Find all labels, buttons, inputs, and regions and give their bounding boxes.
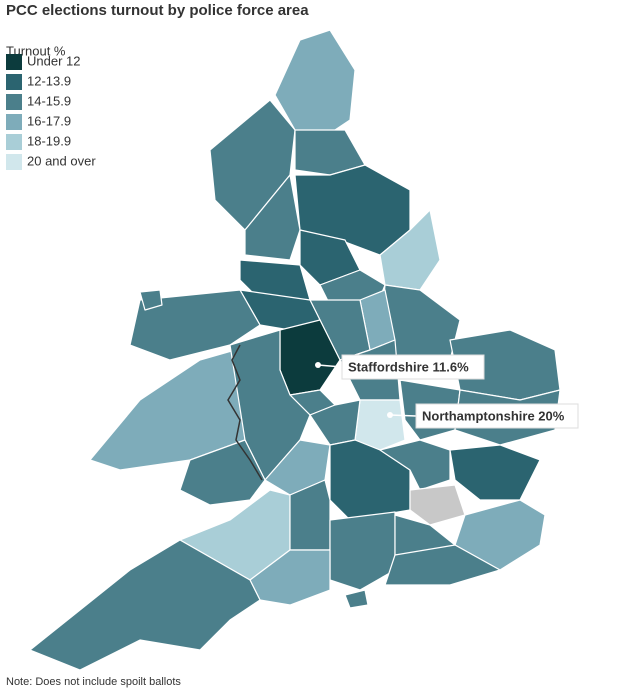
legend-label: Under 12 xyxy=(27,53,80,68)
region xyxy=(344,589,369,609)
region xyxy=(449,444,541,501)
region xyxy=(384,544,501,586)
note: Note: Does not include spoilt ballots xyxy=(6,676,181,688)
callout-box xyxy=(415,403,579,429)
legend-label: 14-15.9 xyxy=(27,93,71,108)
region-no-data xyxy=(409,484,466,526)
region xyxy=(244,174,301,261)
title: PCC elections turnout by police force ar… xyxy=(6,2,309,19)
callout-box xyxy=(341,354,485,380)
legend-swatch xyxy=(6,94,22,110)
border xyxy=(227,344,263,481)
legend-label: 18-19.9 xyxy=(27,133,71,148)
region xyxy=(329,511,396,591)
leader-line xyxy=(317,364,343,368)
legend-swatch xyxy=(6,134,22,150)
leader-dot xyxy=(387,412,393,418)
region xyxy=(309,399,361,446)
region xyxy=(29,539,261,671)
legend-label: 16-17.9 xyxy=(27,113,71,128)
legend-swatch xyxy=(6,74,22,90)
region xyxy=(379,439,451,491)
legend-swatch xyxy=(6,114,22,130)
regions xyxy=(29,29,561,671)
leader-dot xyxy=(315,362,321,368)
legend-label: 12-13.9 xyxy=(27,73,71,88)
region xyxy=(264,439,331,496)
legend-swatch xyxy=(6,154,22,170)
callout-label: Northamptonshire 20% xyxy=(422,408,565,423)
region xyxy=(179,439,266,506)
callout-label: Staffordshire 11.6% xyxy=(348,359,469,374)
leader-line xyxy=(389,414,417,417)
legend-label: 20 and over xyxy=(27,153,96,168)
region xyxy=(139,289,163,311)
legend-swatch xyxy=(6,54,22,70)
